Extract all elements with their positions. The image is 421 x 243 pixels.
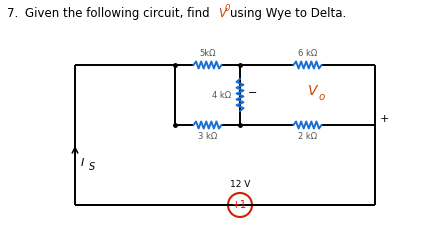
Text: +: + <box>380 114 389 124</box>
Text: 5kΩ: 5kΩ <box>199 49 216 58</box>
Text: +1: +1 <box>232 200 248 210</box>
Text: −: − <box>248 88 257 98</box>
Text: V: V <box>218 7 226 20</box>
Text: Given the following circuit, find: Given the following circuit, find <box>25 7 210 20</box>
Text: V: V <box>308 84 317 98</box>
Text: I: I <box>81 158 84 168</box>
Text: using Wye to Delta.: using Wye to Delta. <box>230 7 346 20</box>
Text: 2 kΩ: 2 kΩ <box>298 132 317 141</box>
Text: 3 kΩ: 3 kΩ <box>198 132 217 141</box>
Text: 6 kΩ: 6 kΩ <box>298 49 317 58</box>
Text: 4 kΩ: 4 kΩ <box>212 90 231 99</box>
Text: S: S <box>89 162 95 172</box>
Text: o: o <box>318 92 325 102</box>
Text: 0: 0 <box>225 4 230 13</box>
Text: 12 V: 12 V <box>230 180 250 189</box>
Text: 7.: 7. <box>7 7 18 20</box>
